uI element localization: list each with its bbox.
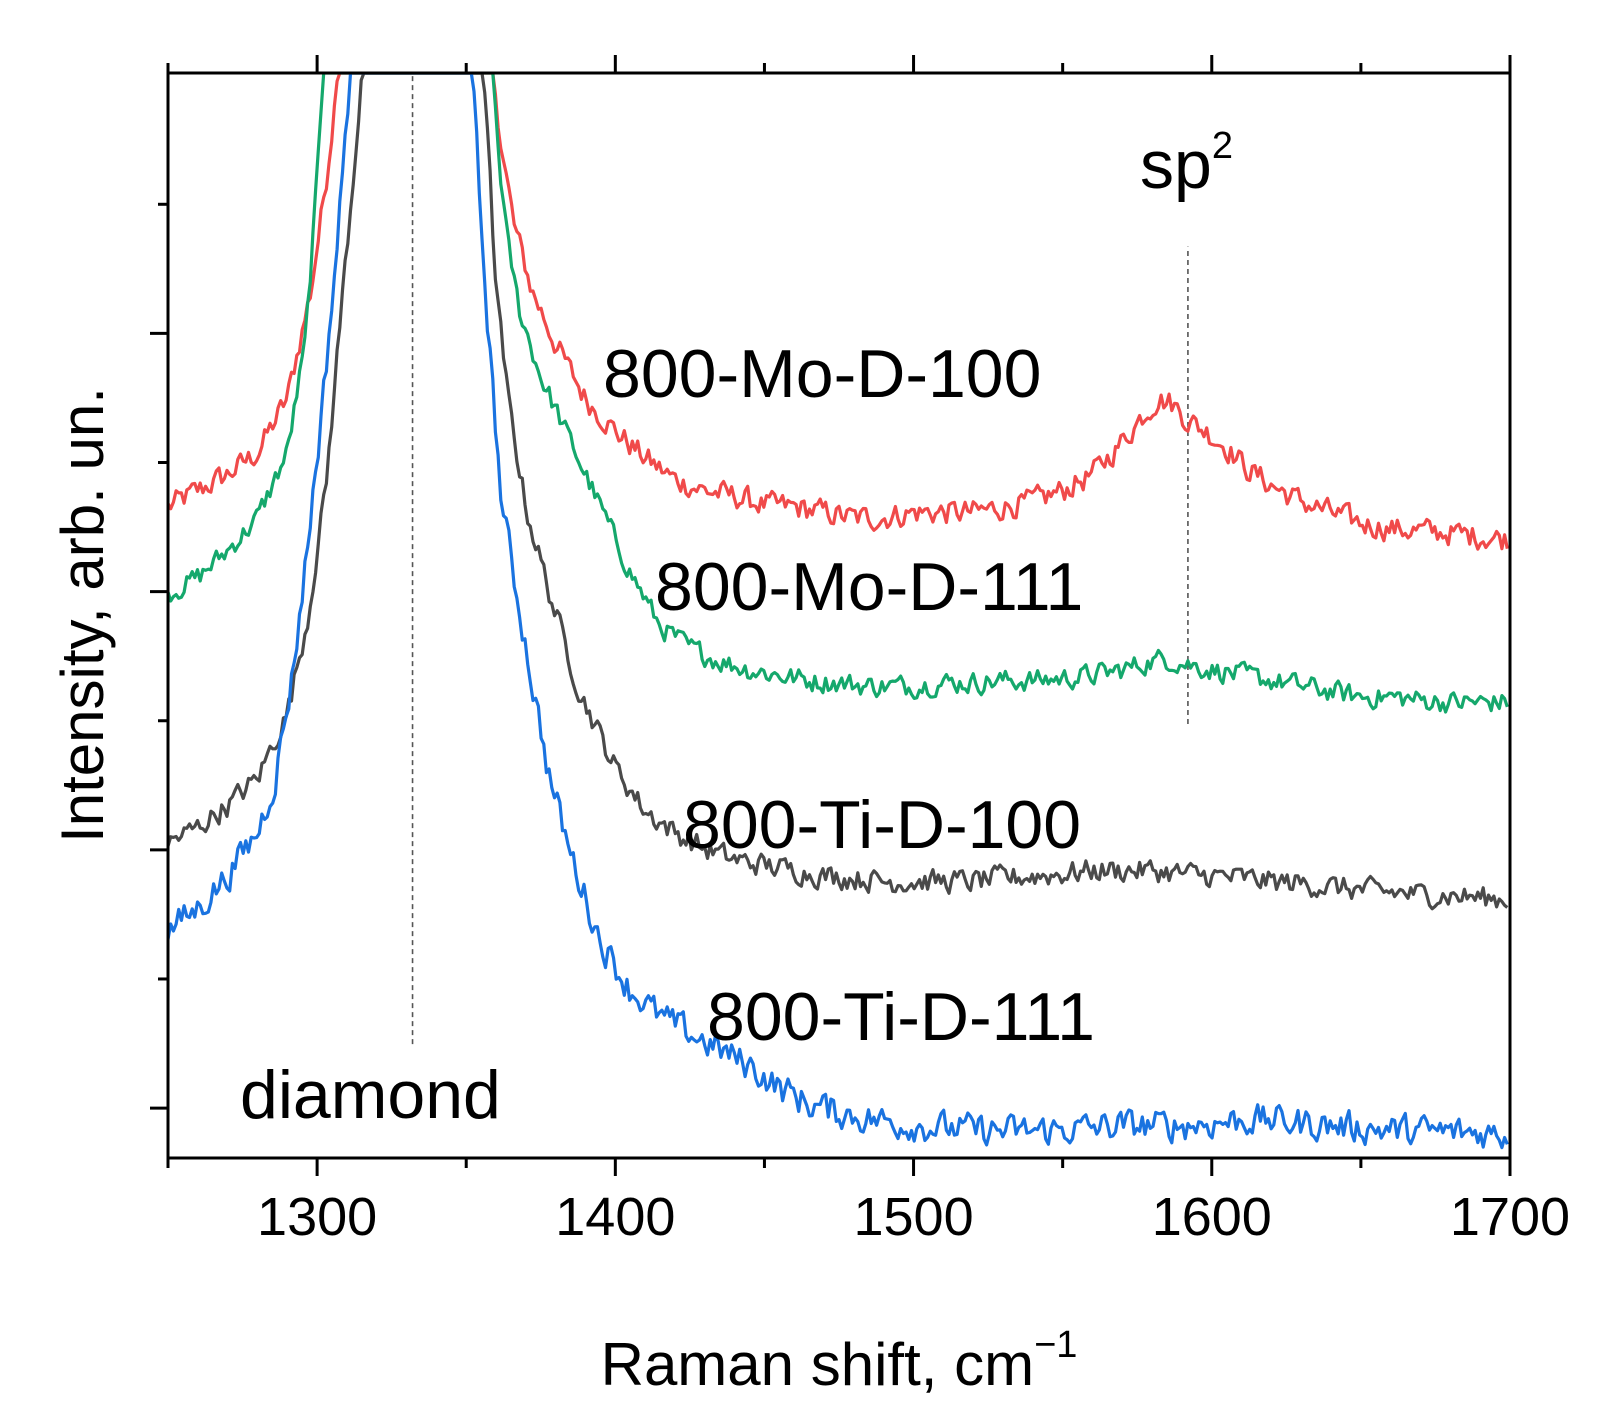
sp2-label: sp2 <box>1140 125 1233 203</box>
sp2-label-superscript: 2 <box>1212 125 1233 167</box>
series-line <box>168 73 1509 911</box>
series-layer <box>168 73 1509 1150</box>
x-tick-label: 1700 <box>1450 1187 1570 1247</box>
axis-ticks <box>150 55 1512 1176</box>
x-tick-label: 1400 <box>555 1187 675 1247</box>
plot-frame <box>166 71 1512 1160</box>
label-800-ti-d-111: 800-Ti-D-111 <box>707 979 1095 1055</box>
series-line <box>168 73 1509 1150</box>
label-800-mo-d-111: 800-Mo-D-111 <box>655 549 1083 625</box>
x-tick-label: 1300 <box>257 1187 377 1247</box>
series-line <box>168 73 1509 551</box>
sp2-label-base: sp <box>1140 127 1212 203</box>
label-800-mo-d-100: 800-Mo-D-100 <box>603 336 1041 412</box>
x-tick-label: 1500 <box>853 1187 973 1247</box>
x-axis-title: Raman shift, cm−1 <box>601 1324 1078 1398</box>
diamond-label: diamond <box>240 1057 501 1133</box>
reference-lines <box>411 73 1189 1045</box>
x-tick-labels: 1300 1400 1500 1600 1700 <box>257 1187 1570 1247</box>
series-line <box>168 73 1509 714</box>
label-800-ti-d-100: 800-Ti-D-100 <box>683 787 1081 863</box>
y-axis-title: Intensity, arb. un. <box>49 387 116 843</box>
x-axis-title-superscript: −1 <box>1034 1324 1077 1366</box>
x-tick-label: 1600 <box>1152 1187 1272 1247</box>
x-axis-title-text: Raman shift, cm <box>601 1331 1034 1398</box>
